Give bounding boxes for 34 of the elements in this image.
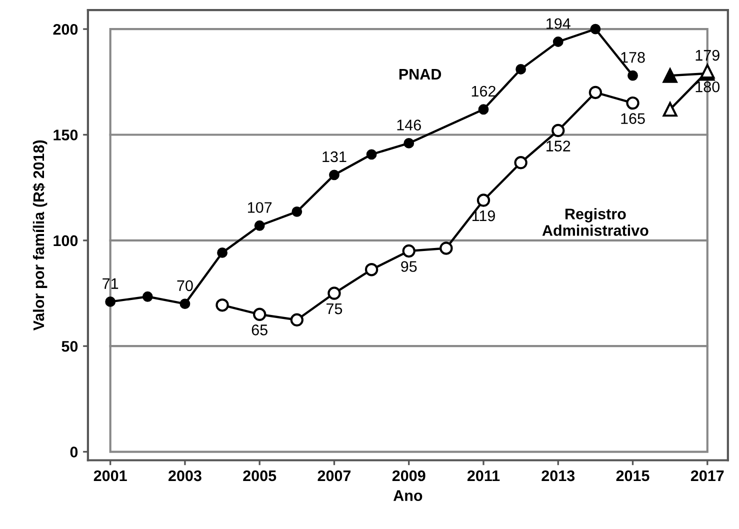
data-label: 179: [696, 50, 720, 61]
data-label: 146: [397, 120, 421, 130]
x-tick-label: 2003: [168, 470, 202, 482]
data-label: 194: [546, 18, 570, 30]
x-tick-label: 2007: [318, 470, 351, 482]
y-tick-label: 150: [54, 130, 78, 140]
x-tick-label: 2017: [690, 470, 724, 482]
data-label: 71: [102, 278, 118, 289]
data-label: 165: [621, 113, 645, 124]
x-axis-title: Ano: [393, 490, 422, 501]
data-label: 162: [472, 86, 496, 97]
x-tick-label: 2005: [243, 470, 276, 482]
data-label: 178: [621, 52, 645, 63]
text: Registro Administrativo: [542, 208, 648, 236]
data-label: 131: [322, 151, 346, 162]
text: PNAD: [399, 69, 442, 80]
x-tick-label: 2001: [94, 470, 127, 482]
x-tick-label: 2013: [542, 470, 575, 482]
x-tick-label: 2009: [392, 470, 426, 482]
x-tick-label: 2011: [467, 470, 500, 482]
data-label: 95: [401, 261, 417, 272]
y-tick-label: 200: [53, 24, 78, 35]
data-label: 119: [472, 210, 495, 222]
x-tick-label: 2015: [616, 470, 650, 482]
data-label: 65: [252, 324, 268, 336]
data-label: 70: [177, 280, 193, 292]
data-label: 75: [326, 304, 342, 314]
data-label: 107: [248, 202, 272, 213]
y-tick-label: 100: [54, 235, 78, 246]
data-label: 180: [696, 81, 720, 92]
data-label: 152: [546, 140, 570, 152]
y-tick-label: 0: [70, 446, 78, 458]
y-tick-label: 50: [62, 340, 78, 352]
y-axis-title: Valor por família (R$ 2018): [32, 140, 48, 331]
